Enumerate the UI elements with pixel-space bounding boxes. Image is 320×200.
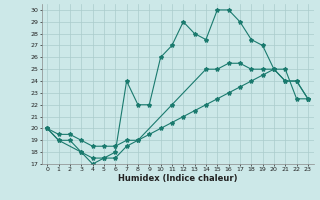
X-axis label: Humidex (Indice chaleur): Humidex (Indice chaleur)	[118, 174, 237, 183]
